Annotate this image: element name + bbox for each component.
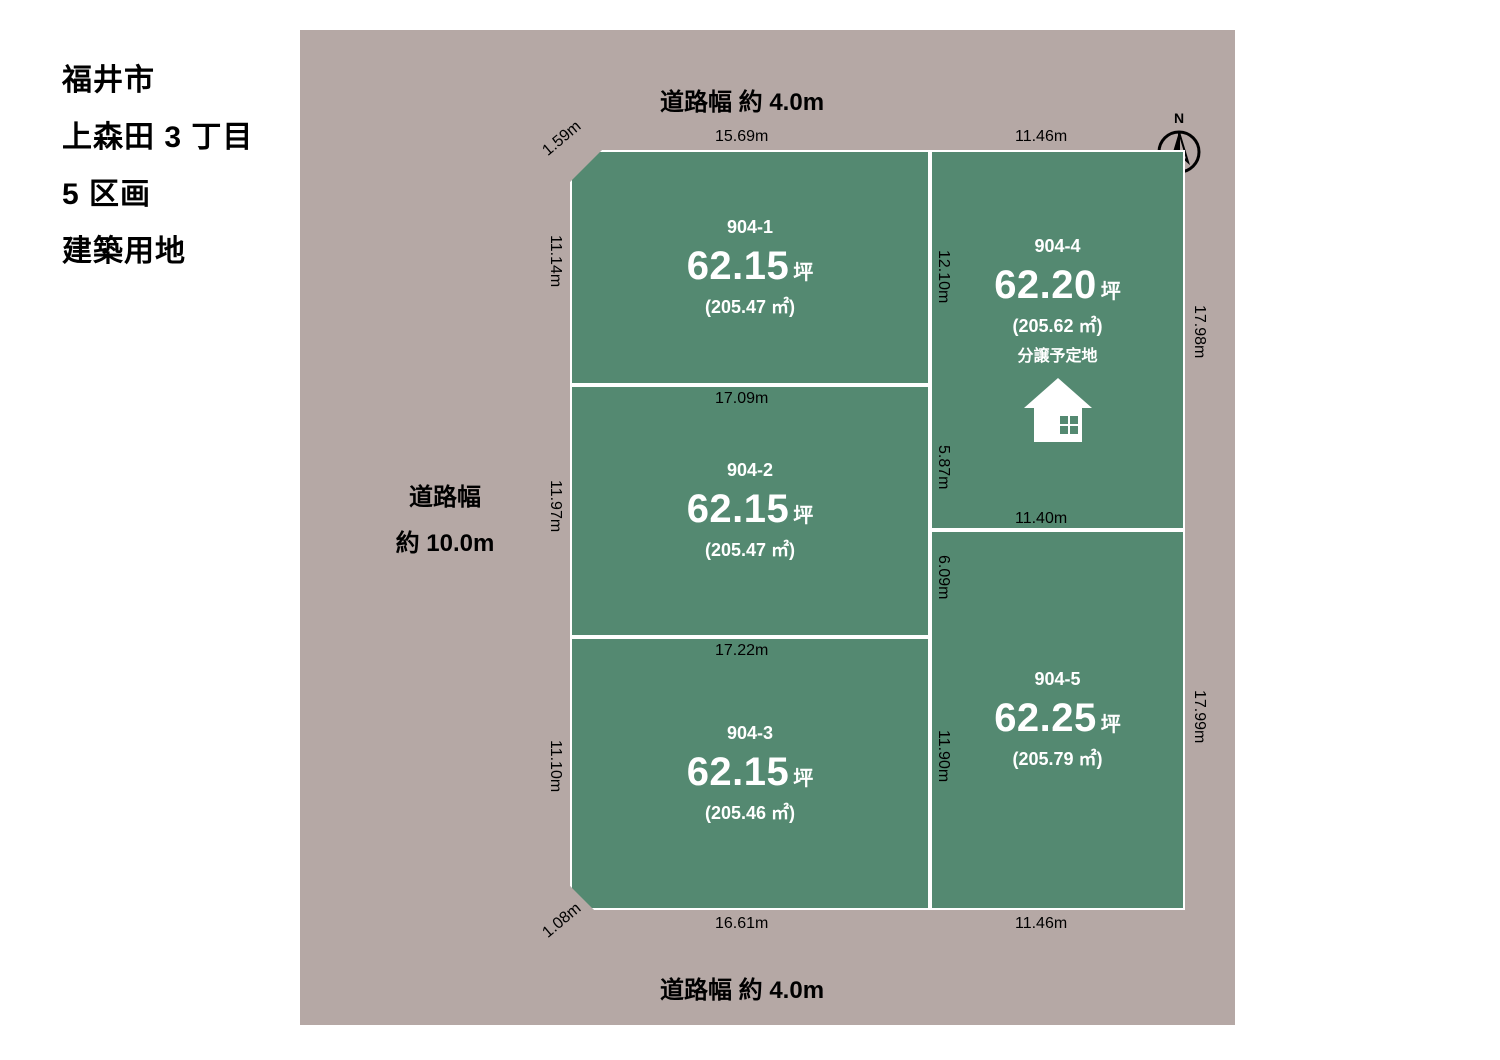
lot-area-m2: (205.62 ㎡)	[1012, 312, 1102, 338]
dimension-label: 11.46m	[1015, 128, 1067, 146]
dimension-label: 6.09m	[934, 555, 952, 599]
lot-904-2: 904-2 62.15坪 (205.47 ㎡)	[570, 385, 930, 637]
lot-id: 904-2	[727, 460, 773, 481]
lot-904-1: 904-1 62.15坪 (205.47 ㎡)	[570, 150, 930, 385]
lot-area-m2: (205.47 ㎡)	[705, 293, 795, 319]
lot-area-m2: (205.47 ㎡)	[705, 536, 795, 562]
lot-id: 904-1	[727, 217, 773, 238]
road-width-left-1: 道路幅	[370, 475, 520, 521]
road-width-bottom: 道路幅 約 4.0m	[660, 970, 824, 1005]
title-line-1: 福井市	[62, 52, 253, 109]
road-width-left: 道路幅 約 10.0m	[370, 475, 520, 566]
road-width-top: 道路幅 約 4.0m	[660, 82, 824, 117]
title-line-4: 建築用地	[62, 223, 253, 280]
dimension-label: 11.46m	[1015, 915, 1067, 933]
road-width-left-2: 約 10.0m	[370, 521, 520, 567]
house-icon	[1022, 376, 1094, 444]
dimension-label: 17.09m	[715, 390, 768, 408]
dimension-label: 11.10m	[546, 740, 564, 792]
dimension-label: 15.69m	[715, 128, 768, 146]
dimension-label: 17.22m	[715, 642, 768, 660]
lot-area-m2: (205.46 ㎡)	[705, 799, 795, 825]
lot-904-3: 904-3 62.15坪 (205.46 ㎡)	[570, 637, 930, 910]
dimension-label: 11.14m	[546, 235, 564, 287]
dimension-label: 12.10m	[934, 250, 952, 303]
lot-904-4: 904-4 62.20坪 (205.62 ㎡) 分譲予定地	[930, 150, 1185, 530]
dimension-label: 17.98m	[1190, 305, 1208, 358]
property-title: 福井市 上森田 3 丁目 5 区画 建築用地	[62, 52, 253, 280]
lot-area-tsubo: 62.15坪	[687, 750, 814, 795]
lot-area-tsubo: 62.15坪	[687, 244, 814, 289]
lot-area-tsubo: 62.25坪	[994, 696, 1121, 741]
lot-area-m2: (205.79 ㎡)	[1012, 745, 1102, 771]
lot-note: 分譲予定地	[1017, 342, 1097, 366]
lot-904-5: 904-5 62.25坪 (205.79 ㎡)	[930, 530, 1185, 910]
dimension-label: 5.87m	[934, 445, 952, 489]
title-line-3: 5 区画	[62, 166, 253, 223]
dimension-label: 16.61m	[715, 915, 768, 933]
compass-north-label: N	[1155, 110, 1203, 126]
plot-area: 904-1 62.15坪 (205.47 ㎡) 904-2 62.15坪 (20…	[570, 150, 1185, 930]
lot-id: 904-4	[1034, 236, 1080, 257]
dimension-label: 17.99m	[1190, 690, 1208, 743]
lot-area-tsubo: 62.20坪	[994, 263, 1121, 308]
lot-id: 904-3	[727, 723, 773, 744]
dimension-label: 11.40m	[1015, 510, 1067, 528]
title-line-2: 上森田 3 丁目	[62, 109, 253, 166]
dimension-label: 11.90m	[934, 730, 952, 782]
lot-id: 904-5	[1034, 669, 1080, 690]
lot-area-tsubo: 62.15坪	[687, 487, 814, 532]
dimension-label: 11.97m	[546, 480, 564, 532]
